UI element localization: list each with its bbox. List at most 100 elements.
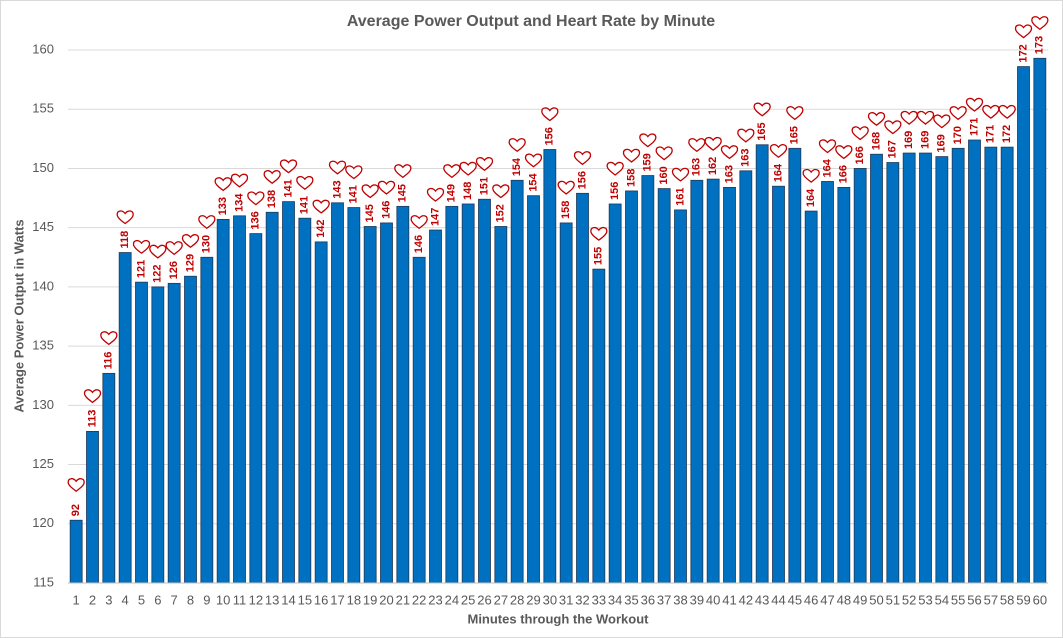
y-tick-label: 135 (32, 338, 54, 353)
x-tick-label: 46 (804, 592, 818, 607)
heart-rate-label: 156 (576, 171, 588, 189)
heart-icon (704, 136, 722, 151)
x-tick-label: 2 (89, 592, 96, 607)
x-tick-label: 7 (171, 592, 178, 607)
heart-rate-label: 171 (985, 125, 997, 143)
heart-icon (345, 165, 363, 180)
x-tick-label: 6 (154, 592, 161, 607)
x-tick-label: 21 (396, 592, 410, 607)
heart-icon (851, 126, 869, 141)
bar (478, 198, 491, 584)
heart-icon (132, 240, 151, 254)
heart-icon (639, 133, 657, 148)
bar (853, 168, 867, 584)
bar (200, 256, 214, 584)
x-tick-label: 42 (739, 592, 753, 607)
heart-icon (279, 159, 298, 174)
x-tick-label: 1 (73, 592, 80, 607)
bar (608, 203, 622, 584)
y-tick-label: 120 (32, 515, 54, 530)
x-tick-label: 4 (122, 592, 129, 607)
x-tick-label: 43 (755, 592, 769, 607)
x-tick-label: 57 (984, 592, 998, 607)
bar (494, 226, 508, 584)
bar (86, 430, 99, 584)
x-tick-label: 25 (461, 592, 475, 607)
heart-icon (459, 161, 477, 176)
bar (984, 146, 998, 584)
heart-icon (933, 114, 951, 129)
heart-rate-label: 158 (560, 201, 572, 219)
heart-rate-label: 129 (184, 254, 196, 272)
heart-icon (116, 210, 134, 225)
x-tick-label: 15 (298, 592, 312, 607)
heart-icon (590, 226, 608, 241)
heart-rate-label: 145 (364, 204, 376, 222)
x-tick-label: 31 (559, 592, 573, 607)
x-tick-label: 39 (690, 592, 704, 607)
heart-rate-label: 113 (86, 410, 98, 428)
heart-rate-label: 172 (1017, 44, 1029, 62)
heart-icon (867, 112, 886, 127)
heart-rate-label: 156 (609, 182, 621, 200)
x-tick-label: 30 (543, 592, 557, 607)
heart-rate-label: 134 (233, 193, 245, 212)
heart-icon (541, 107, 559, 122)
heart-rate-label: 172 (1001, 125, 1013, 143)
x-tick-label: 26 (477, 592, 491, 607)
x-tick-label: 48 (837, 592, 851, 607)
heart-icon (394, 164, 412, 179)
heart-rate-label: 166 (854, 146, 866, 164)
bar (429, 229, 442, 584)
x-tick-label: 47 (820, 592, 834, 607)
bar (1000, 146, 1014, 584)
y-tick-label: 145 (32, 219, 54, 234)
heart-icon (884, 120, 902, 135)
heart-icon (443, 164, 461, 179)
heart-rate-label: 142 (315, 220, 327, 238)
heart-icon (1031, 16, 1049, 31)
heart-icon (181, 234, 200, 249)
x-tick-label: 29 (526, 592, 540, 607)
bar (723, 186, 736, 584)
heart-rate-label: 163 (691, 158, 703, 176)
heart-rate-label: 169 (919, 131, 931, 149)
bar (690, 179, 704, 584)
bar (298, 217, 312, 584)
bar (151, 286, 165, 584)
heart-icon (524, 153, 543, 168)
x-tick-label: 58 (1000, 592, 1014, 607)
heart-icon (606, 161, 624, 176)
heart-icon (900, 110, 918, 125)
heart-icon (802, 168, 820, 183)
heart-icon (247, 191, 265, 206)
heart-rate-label: 170 (952, 126, 964, 144)
heart-rate-label: 168 (870, 132, 882, 150)
bar (461, 203, 475, 584)
heart-icon (1014, 24, 1033, 39)
bar (625, 190, 638, 584)
heart-rate-label: 152 (495, 204, 507, 222)
heart-rate-label: 136 (250, 211, 262, 229)
heart-rate-label: 169 (903, 131, 915, 149)
bar (102, 372, 116, 584)
x-tick-label: 23 (428, 592, 442, 607)
bar (1017, 66, 1030, 584)
heart-rate-label: 164 (821, 158, 833, 177)
x-tick-label: 17 (330, 592, 344, 607)
heart-rate-label: 122 (152, 265, 164, 283)
x-axis-title: Minutes through the Workout (467, 611, 649, 626)
heart-rate-label: 151 (478, 177, 490, 195)
bar (445, 205, 459, 584)
bar (265, 211, 279, 584)
heart-icon (67, 478, 85, 493)
bar (951, 147, 965, 584)
bar (216, 218, 230, 584)
bar (167, 282, 181, 584)
y-tick-label: 160 (32, 41, 54, 56)
bar (804, 210, 818, 584)
heart-rate-label: 158 (625, 169, 637, 187)
x-tick-label: 5 (138, 592, 145, 607)
x-tick-label: 28 (510, 592, 524, 607)
bar (510, 179, 524, 584)
